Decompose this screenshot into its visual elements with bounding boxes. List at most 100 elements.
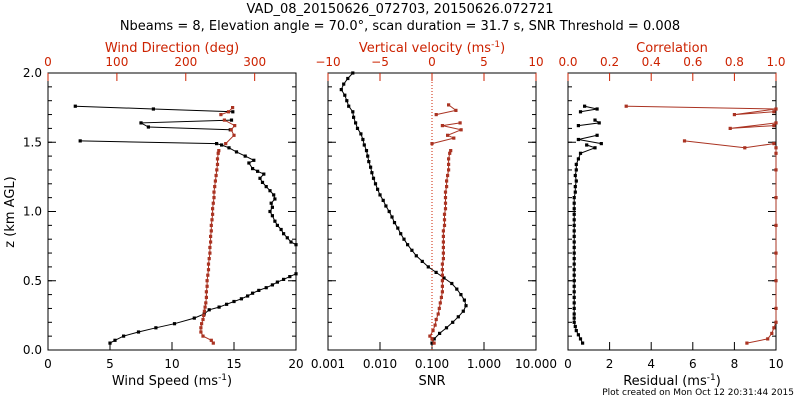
left-red-data-point [214,173,218,178]
middle-black-data-point [462,298,466,302]
right-black-data-point [583,104,587,108]
left-red-data-point [205,284,209,288]
right-red-data-point [772,142,776,146]
middle-black-data-point [342,82,346,86]
left-red-data-point [204,295,208,299]
right-red-data-point [743,146,747,150]
right-black-data-point [572,245,576,250]
left-black-data-point [252,158,256,162]
middle-red-data-point [445,179,449,183]
left-red-data-point [231,106,235,110]
right-red-data-point [774,168,778,172]
middle-red-data-point [443,207,448,211]
left-black-data-point [234,150,239,154]
right-bottom-tick-label: 8 [731,357,739,371]
right-black-data-point [572,234,576,238]
left-black-data-point [151,107,155,111]
left-red-data-point [212,196,216,200]
middle-black-series-line [340,72,467,344]
left-black-data-point [288,275,292,279]
left-black-data-point [251,167,255,171]
left-bottom-tick-label: 20 [288,357,303,371]
right-red-data-point [774,223,778,227]
right-top-axis-label: Correlation [636,41,708,56]
right-black-data-point [576,157,580,161]
right-black-data-point [578,110,583,114]
left-black-data-point [231,110,235,114]
middle-black-data-point [343,93,347,97]
right-black-data-point [572,268,576,272]
right-black-data-point [572,284,576,288]
left-black-data-point [227,146,231,150]
middle-black-data-point [456,315,460,319]
left-red-data-point [203,305,207,309]
left-black-data-point [268,189,272,193]
middle-top-axis-label: Vertical velocity (ms-1) [359,40,505,56]
middle-red-data-point [447,157,451,161]
left-black-series-line [75,105,297,344]
middle-red-data-point [430,337,434,341]
middle-red-data-point [442,223,447,227]
y-tick-label: 1.5 [23,135,42,149]
left-top-tick-label: 100 [105,55,128,69]
right-black-data-point [573,173,577,178]
right-black-data-point [576,137,580,142]
middle-black-data-point [396,226,400,230]
middle-red-data-point [437,306,441,310]
left-bottom-tick-label: 0 [44,357,52,371]
left-panel-frame [47,72,297,351]
left-red-data-point [202,309,206,313]
left-bottom-tick-label: 5 [106,357,114,371]
left-red-data-point [222,118,226,122]
left-red-data-point [199,326,203,330]
left-red-data-point [217,149,221,153]
left-black-data-point [139,121,143,125]
left-red-data-point [204,301,208,305]
right-red-data-point [745,341,749,345]
right-red-data-point [772,124,776,128]
left-red-data-point [199,330,203,334]
right-black-data-point [572,223,576,227]
middle-bottom-tick-label: 10.000 [515,357,557,371]
plot-title: VAD_08_20150626_072703, 20150626.072721 [246,2,554,17]
middle-red-data-point [440,279,444,283]
right-black-data-point [572,251,576,255]
right-red-data-point [774,306,778,310]
left-black-data-point [275,280,279,284]
middle-red-data-point [454,108,458,112]
left-red-data-point [226,110,231,114]
middle-black-data-point [355,126,360,130]
middle-bottom-tick-label: 1.000 [467,357,501,371]
right-black-data-point [595,107,599,111]
left-black-data-point [246,294,250,298]
left-black-data-point [192,316,196,320]
right-red-data-point [682,139,687,143]
left-black-data-point [264,185,268,189]
right-black-data-point [593,146,597,150]
middle-red-data-point [430,142,434,146]
right-black-data-point [572,312,576,316]
left-red-data-point [216,151,220,155]
middle-black-data-point [354,121,358,125]
left-bottom-tick-label: 10 [164,357,179,371]
left-red-data-point [219,113,223,117]
middle-black-data-point [432,337,436,341]
right-black-data-point [572,262,576,266]
right-black-data-point [572,229,576,233]
middle-black-data-point [339,88,343,92]
middle-black-data-point [352,115,356,119]
middle-black-data-point [438,331,442,335]
middle-red-data-point [447,168,451,172]
middle-black-data-point [351,110,355,114]
left-red-data-point [211,341,215,345]
right-red-data-point [774,151,778,155]
y-tick-label: 1.0 [23,205,42,219]
left-red-data-point [213,185,217,189]
middle-red-data-point [434,113,438,117]
left-red-data-point [202,313,206,317]
left-bottom-tick-label: 15 [226,357,241,371]
middle-black-data-point [406,243,410,247]
left-black-data-point [215,142,219,146]
right-bottom-tick-label: 10 [768,357,783,371]
middle-red-data-point [458,121,462,125]
